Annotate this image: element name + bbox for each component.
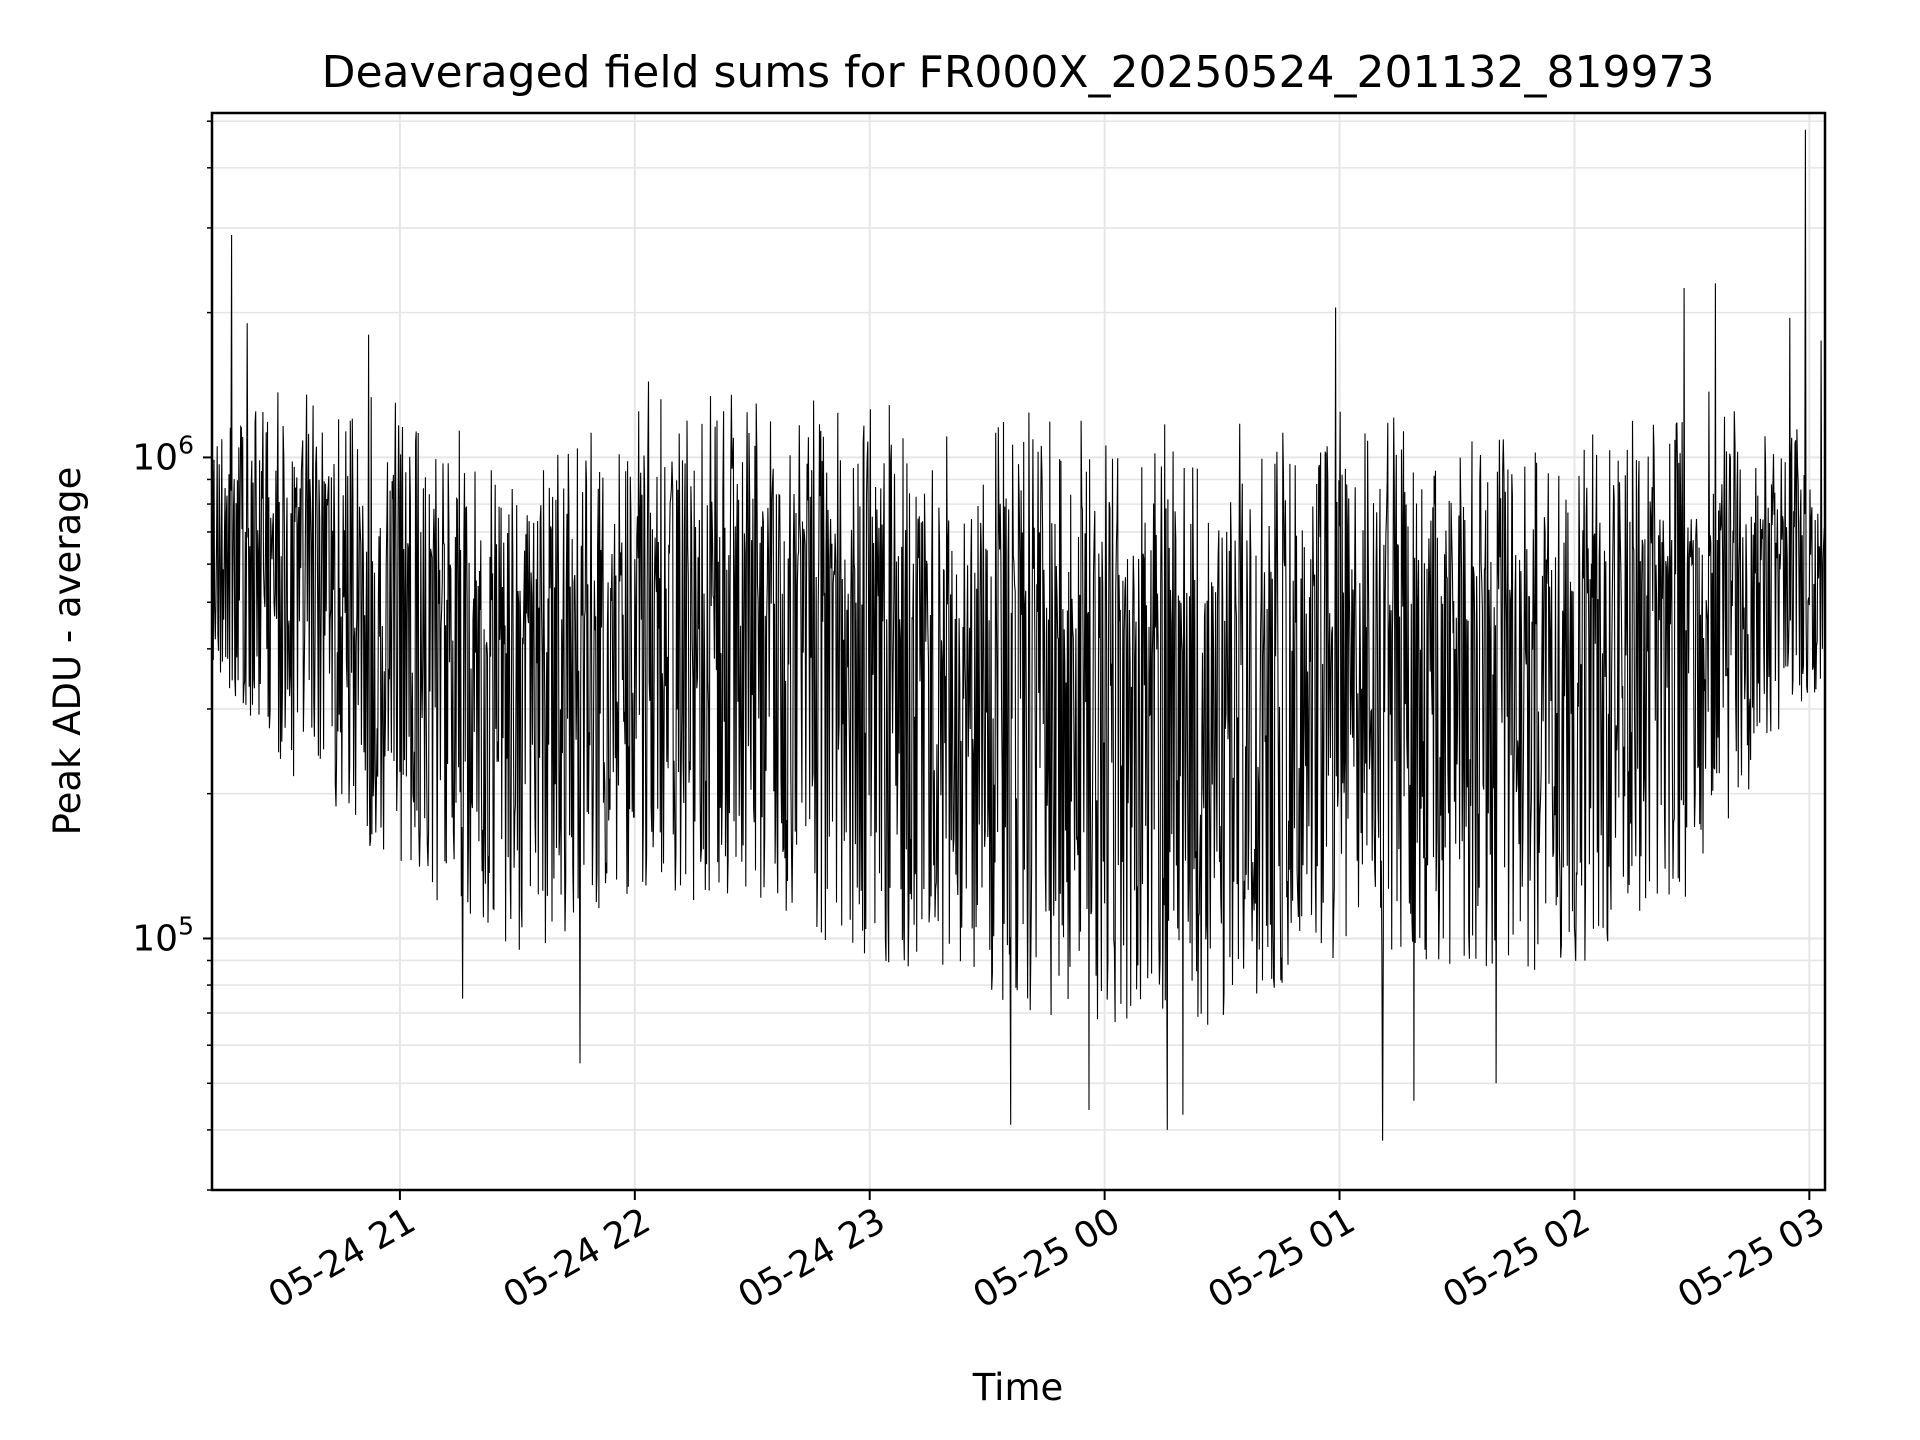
plot-frame [210, 111, 1827, 1192]
x-axis-label: Time [972, 1366, 1064, 1409]
y-tick-label: 105 [132, 911, 194, 959]
y-axis-label: Peak ADU - average [46, 467, 89, 836]
series-line [211, 129, 1826, 1141]
chart-title: Deaveraged field sums for FR000X_2025052… [322, 47, 1715, 98]
data-series [211, 129, 1826, 1141]
y-tick-label: 106 [132, 430, 194, 478]
